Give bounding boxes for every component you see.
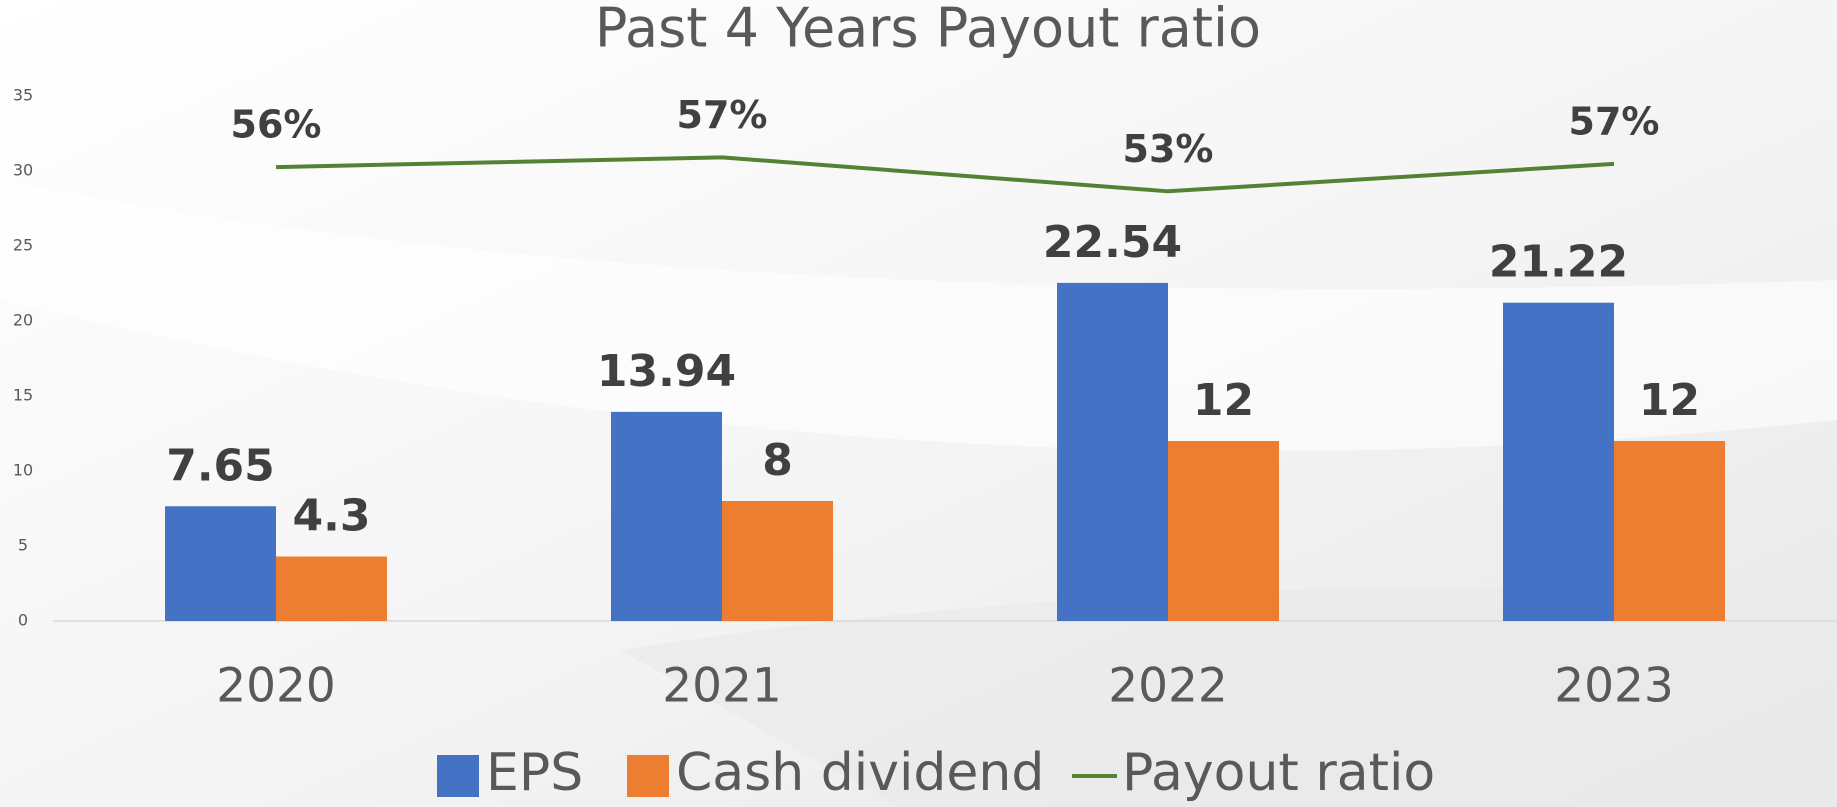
bar <box>276 556 387 621</box>
bar <box>722 501 833 621</box>
bar <box>1168 441 1279 621</box>
y-tick-label: 15 <box>13 386 33 405</box>
y-tick-label: 20 <box>13 311 33 330</box>
bar <box>611 411 722 621</box>
y-tick-label: 30 <box>13 161 33 180</box>
y-tick-label: 25 <box>13 236 33 255</box>
data-label: 7.65 <box>166 440 275 491</box>
y-tick-label: 5 <box>18 536 28 555</box>
y-tick-label: 35 <box>13 86 33 105</box>
x-tick-label: 2020 <box>216 659 336 714</box>
legend-swatch <box>437 755 479 797</box>
legend-label: Cash dividend <box>676 743 1044 803</box>
data-label: 12 <box>1639 375 1700 426</box>
bar <box>1057 282 1168 621</box>
data-label: 12 <box>1193 375 1254 426</box>
x-tick-label: 2021 <box>662 659 782 714</box>
legend-swatch <box>627 755 669 797</box>
bar <box>1614 441 1725 621</box>
bar <box>1503 302 1614 621</box>
line-data-label: 56% <box>231 103 322 147</box>
data-label: 13.94 <box>597 346 736 397</box>
x-tick-label: 2022 <box>1108 659 1228 714</box>
background-swoosh <box>620 587 1837 807</box>
y-tick-label: 0 <box>18 611 28 630</box>
data-label: 8 <box>762 435 793 486</box>
line-data-label: 53% <box>1123 127 1214 171</box>
line-data-label: 57% <box>677 93 768 137</box>
chart-title: Past 4 Years Payout ratio <box>595 0 1261 60</box>
bar <box>165 506 276 621</box>
data-label: 4.3 <box>293 491 371 542</box>
data-label: 21.22 <box>1489 237 1628 288</box>
legend-label: Payout ratio <box>1122 743 1435 803</box>
line <box>275 155 1615 194</box>
y-tick-label: 10 <box>13 461 33 480</box>
data-label: 22.54 <box>1043 217 1182 268</box>
x-tick-label: 2023 <box>1554 659 1674 714</box>
line-data-label: 57% <box>1569 99 1660 143</box>
legend-label: EPS <box>486 743 583 803</box>
background-swoosh <box>0 180 1837 452</box>
